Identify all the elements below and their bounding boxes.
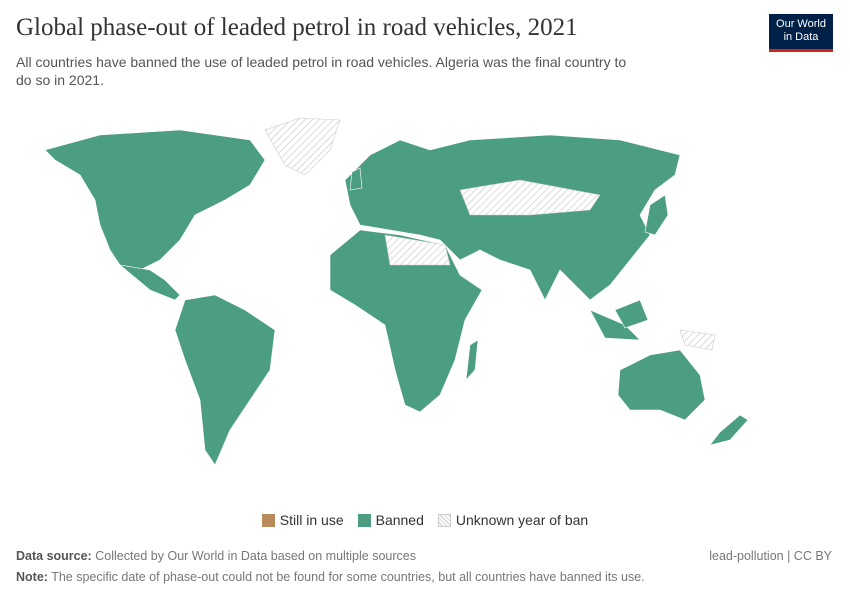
papua[interactable] [679, 329, 716, 351]
legend-swatch [261, 513, 275, 527]
central-asia[interactable] [459, 179, 601, 216]
note-text: The specific date of phase-out could not… [51, 570, 645, 584]
note-label: Note: [16, 570, 48, 584]
central-america[interactable] [118, 264, 181, 301]
eurasia[interactable] [344, 134, 681, 301]
source-label: Data source: [16, 549, 92, 563]
borneo[interactable] [614, 299, 649, 329]
note: Note: The specific date of phase-out cou… [16, 570, 645, 584]
legend-item[interactable]: Still in use [261, 512, 344, 528]
north-america[interactable] [44, 129, 266, 271]
legend: Still in use Banned Unknown year of ban [0, 512, 850, 528]
map [44, 117, 749, 466]
africa[interactable] [329, 229, 483, 413]
greenland[interactable] [264, 117, 341, 176]
indonesia[interactable] [589, 309, 641, 341]
slug[interactable]: lead-pollution | CC BY [709, 549, 832, 563]
legend-label: Unknown year of ban [455, 512, 589, 528]
madagascar[interactable] [465, 339, 479, 381]
source-text: Collected by Our World in Data based on … [95, 549, 416, 563]
subtitle: All countries have banned the use of lea… [16, 54, 627, 88]
legend-swatch [437, 513, 451, 527]
legend-item[interactable]: Unknown year of ban [437, 512, 589, 528]
source: Data source: Collected by Our World in D… [16, 549, 416, 563]
japan[interactable] [644, 194, 669, 236]
logo-line: in Data [783, 31, 819, 43]
new-zealand[interactable] [709, 414, 749, 446]
logo-line: Our World [776, 18, 826, 30]
australia[interactable] [617, 349, 706, 421]
legend-item[interactable]: Banned [357, 512, 424, 528]
uk[interactable] [349, 167, 363, 191]
legend-swatch [357, 513, 371, 527]
north-africa[interactable] [384, 234, 451, 266]
title: Global phase-out of leaded petrol in roa… [16, 14, 578, 41]
legend-label: Still in use [279, 512, 344, 528]
logo[interactable]: Our World in Data [769, 14, 833, 52]
south-america[interactable] [174, 294, 276, 466]
legend-label: Banned [375, 512, 424, 528]
